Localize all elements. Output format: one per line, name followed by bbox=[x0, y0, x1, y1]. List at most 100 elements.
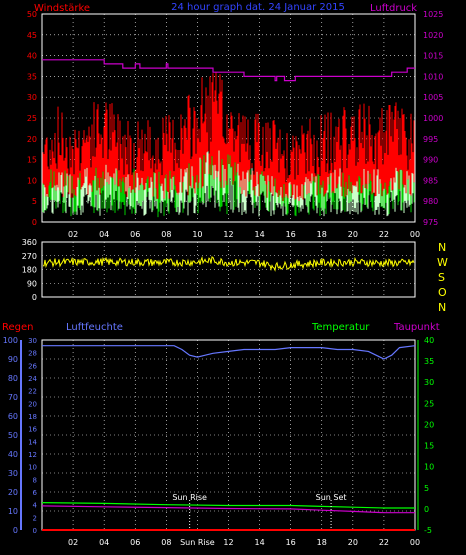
rain-axis-title: Regen bbox=[2, 322, 34, 333]
x-tick-label: 12 bbox=[223, 538, 233, 547]
wind-bars bbox=[42, 71, 415, 218]
chart-title: 24 hour graph dat. 24 Januar 2015 bbox=[171, 2, 345, 13]
compass-letter: O bbox=[438, 286, 447, 299]
x-tick-label: 04 bbox=[99, 230, 109, 239]
x-tick-label: 14 bbox=[254, 230, 264, 239]
x-tick-label: 08 bbox=[161, 538, 171, 547]
temperature-tick-label: 30 bbox=[424, 378, 434, 387]
compass-letter: N bbox=[438, 301, 446, 314]
rain-tick-label: 10 bbox=[8, 507, 18, 516]
humidity-tick-label: 0 bbox=[33, 527, 37, 535]
pressure-tick-label: 1000 bbox=[423, 114, 443, 123]
wind-tick-label: 50 bbox=[27, 10, 37, 19]
humidity-tick-label: 18 bbox=[28, 413, 37, 421]
humidity-tick-label: 20 bbox=[28, 400, 37, 408]
temperature-tick-label: 35 bbox=[424, 357, 434, 366]
tick-labels: 0510152025303540455097598098599099510001… bbox=[3, 10, 444, 547]
x-tick-label: 00 bbox=[410, 230, 420, 239]
direction-tick-label: 90 bbox=[27, 279, 37, 288]
humidity-tick-label: 2 bbox=[33, 514, 37, 522]
x-tick-label: 12 bbox=[223, 230, 233, 239]
pressure-line bbox=[42, 59, 415, 82]
climate-grid bbox=[42, 339, 416, 531]
wind-tick-label: 40 bbox=[27, 52, 37, 61]
wind-tick-label: 10 bbox=[27, 176, 37, 185]
temperature-tick-label: 0 bbox=[424, 505, 429, 514]
humidity-tick-label: 4 bbox=[33, 502, 38, 510]
rain-tick-label: 0 bbox=[13, 526, 18, 535]
x-tick-label: 20 bbox=[348, 230, 358, 239]
x-tick-label: 18 bbox=[317, 230, 327, 239]
compass-letter: N bbox=[438, 241, 446, 254]
x-tick-label: 18 bbox=[317, 538, 327, 547]
temperature-tick-label: 10 bbox=[424, 463, 434, 472]
compass-letter: S bbox=[438, 271, 445, 284]
x-tick-label: 14 bbox=[254, 538, 264, 547]
pressure-axis-title: Luftdruck bbox=[370, 3, 417, 14]
x-tick-label: 00 bbox=[410, 538, 420, 547]
humidity-tick-label: 12 bbox=[28, 451, 37, 459]
wind-tick-label: 15 bbox=[27, 156, 37, 165]
compass-letter: W bbox=[437, 256, 448, 269]
pressure-tick-label: 1010 bbox=[423, 72, 443, 81]
direction-tick-label: 180 bbox=[22, 266, 37, 275]
pressure-tick-label: 1020 bbox=[423, 31, 443, 40]
pressure-tick-label: 985 bbox=[423, 176, 438, 185]
temperature-tick-label: 25 bbox=[424, 399, 434, 408]
humidity-line bbox=[42, 345, 416, 360]
x-tick-label: 22 bbox=[379, 538, 389, 547]
rain-tick-label: 50 bbox=[8, 431, 18, 440]
direction-tick-label: 360 bbox=[22, 238, 37, 247]
humidity-tick-label: 30 bbox=[28, 337, 37, 345]
rain-tick-label: 40 bbox=[8, 450, 18, 459]
pressure-tick-label: 980 bbox=[423, 197, 438, 206]
humidity-tick-label: 10 bbox=[28, 464, 37, 472]
wind-tick-label: 35 bbox=[27, 72, 37, 81]
temperature-axis-title: Temperatur bbox=[311, 322, 370, 333]
direction-tick-label: 0 bbox=[32, 293, 37, 302]
wind-tick-label: 45 bbox=[27, 31, 37, 40]
sun-rise-label: Sun Rise bbox=[172, 493, 207, 502]
wind-tick-label: 25 bbox=[27, 114, 37, 123]
direction-grid bbox=[42, 241, 416, 298]
wind-axis-title: Windstärke bbox=[34, 3, 90, 14]
temperature-tick-label: 5 bbox=[424, 484, 429, 493]
humidity-tick-label: 28 bbox=[28, 350, 37, 358]
pressure-tick-label: 1025 bbox=[423, 10, 443, 19]
humidity-tick-label: 8 bbox=[33, 476, 37, 484]
humidity-tick-label: 14 bbox=[28, 438, 37, 446]
rain-tick-label: 70 bbox=[8, 393, 18, 402]
wind-tick-label: 5 bbox=[32, 197, 37, 206]
humidity-tick-label: 26 bbox=[28, 362, 37, 370]
temperature-tick-label: -5 bbox=[424, 526, 432, 535]
x-tick-label: 02 bbox=[68, 230, 78, 239]
x-tick-label: 16 bbox=[286, 538, 296, 547]
x-tick-label: 16 bbox=[286, 230, 296, 239]
pressure-tick-label: 975 bbox=[423, 218, 438, 227]
x-tick-label: 02 bbox=[68, 538, 78, 547]
humidity-tick-label: 6 bbox=[33, 489, 38, 497]
humidity-axis-title: Luftfeuchte bbox=[66, 322, 123, 333]
dewpoint-axis-title: Taupunkt bbox=[393, 322, 440, 333]
pressure-tick-label: 995 bbox=[423, 135, 438, 144]
x-tick-label: 06 bbox=[130, 230, 140, 239]
x-tick-label: 06 bbox=[130, 538, 140, 547]
rain-tick-label: 100 bbox=[3, 336, 18, 345]
rain-tick-label: 90 bbox=[8, 355, 18, 364]
rain-tick-label: 30 bbox=[8, 469, 18, 478]
x-tick-label: 20 bbox=[348, 538, 358, 547]
pressure-tick-label: 1015 bbox=[423, 52, 443, 61]
pressure-tick-label: 1005 bbox=[423, 93, 443, 102]
temperature-tick-label: 40 bbox=[424, 336, 434, 345]
sun-set-label: Sun Set bbox=[316, 493, 347, 502]
pressure-tick-label: 990 bbox=[423, 156, 438, 165]
wind-tick-label: 30 bbox=[27, 93, 37, 102]
temperature-tick-label: 20 bbox=[424, 420, 434, 429]
x-tick-label: Sun Rise bbox=[180, 538, 215, 547]
x-tick-label: 22 bbox=[379, 230, 389, 239]
humidity-tick-label: 22 bbox=[28, 388, 37, 396]
x-tick-label: 04 bbox=[99, 538, 109, 547]
rain-tick-label: 60 bbox=[8, 412, 18, 421]
humidity-tick-label: 24 bbox=[28, 375, 37, 383]
